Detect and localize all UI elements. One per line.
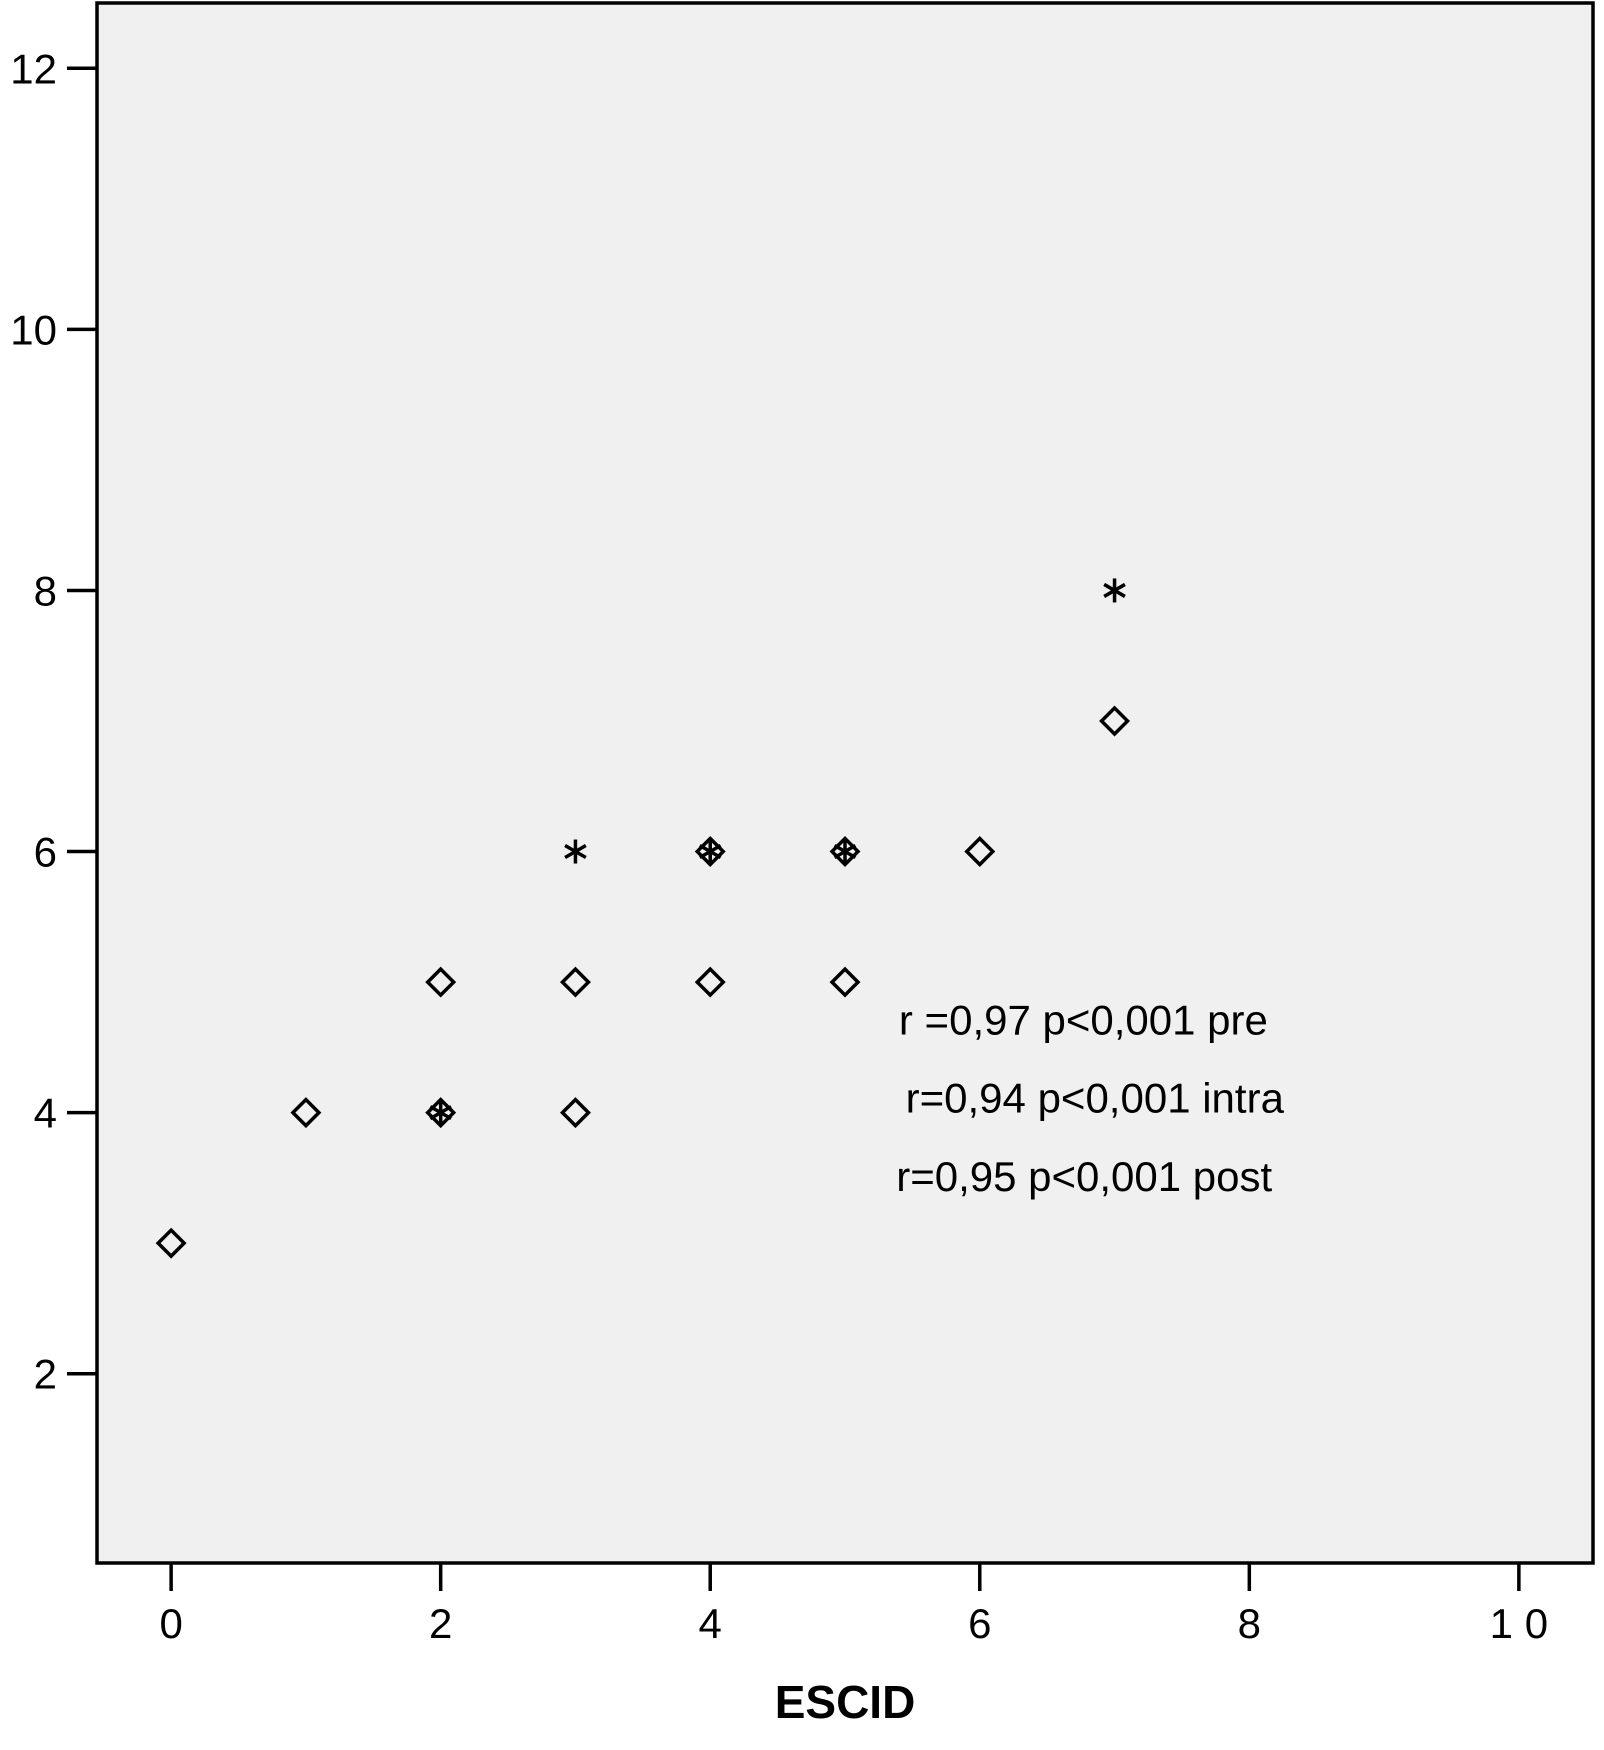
- y-tick-label: 12: [10, 45, 57, 92]
- diamond-point: [155, 1227, 187, 1259]
- x-tick-label: 2: [429, 1600, 452, 1647]
- y-axis: 2 4 6 8 10 12: [10, 45, 97, 1398]
- y-tick-label: 4: [34, 1090, 57, 1137]
- y-tick-label: 10: [10, 306, 57, 353]
- x-tick-label: 6: [968, 1600, 991, 1647]
- diamond-point: [559, 966, 591, 998]
- annotations: r =0,97 p<0,001 pre r=0,94 p<0,001 intra r…: [896, 996, 1284, 1200]
- asterisk-point: [564, 839, 587, 864]
- x-tick-label: 0: [159, 1600, 182, 1647]
- diamond-point: [964, 836, 996, 868]
- diamond-point: [559, 1097, 591, 1129]
- annotation-text: r =0,97 p<0,001 pre: [899, 996, 1268, 1043]
- plot-area: [95, 1, 1595, 1565]
- y-tick-label: 8: [34, 567, 57, 614]
- asterisk-point: [1103, 578, 1126, 603]
- x-tick-label: 1 0: [1490, 1600, 1548, 1647]
- x-tick-label: 4: [699, 1600, 722, 1647]
- annotation-text: r=0,94 p<0,001 intra: [906, 1075, 1285, 1122]
- y-tick-label: 6: [34, 829, 57, 876]
- y-tick-label: 2: [34, 1351, 57, 1398]
- diamond-point: [694, 966, 726, 998]
- asterisk-point: [833, 839, 857, 864]
- diamond-point: [290, 1097, 322, 1129]
- x-tick-label: 8: [1238, 1600, 1261, 1647]
- diamond-point: [425, 966, 457, 998]
- diamond-point: [829, 966, 861, 998]
- annotation-text: r=0,95 p<0,001 post: [896, 1153, 1272, 1200]
- x-axis: 0 2 4 6 8 1 0: [159, 1563, 1548, 1647]
- asterisk-point: [698, 839, 722, 864]
- diamond-point: [1099, 705, 1131, 737]
- asterisk-point: [429, 1100, 452, 1125]
- data-points: [155, 578, 1131, 1259]
- x-axis-title: ESCID: [775, 1676, 916, 1728]
